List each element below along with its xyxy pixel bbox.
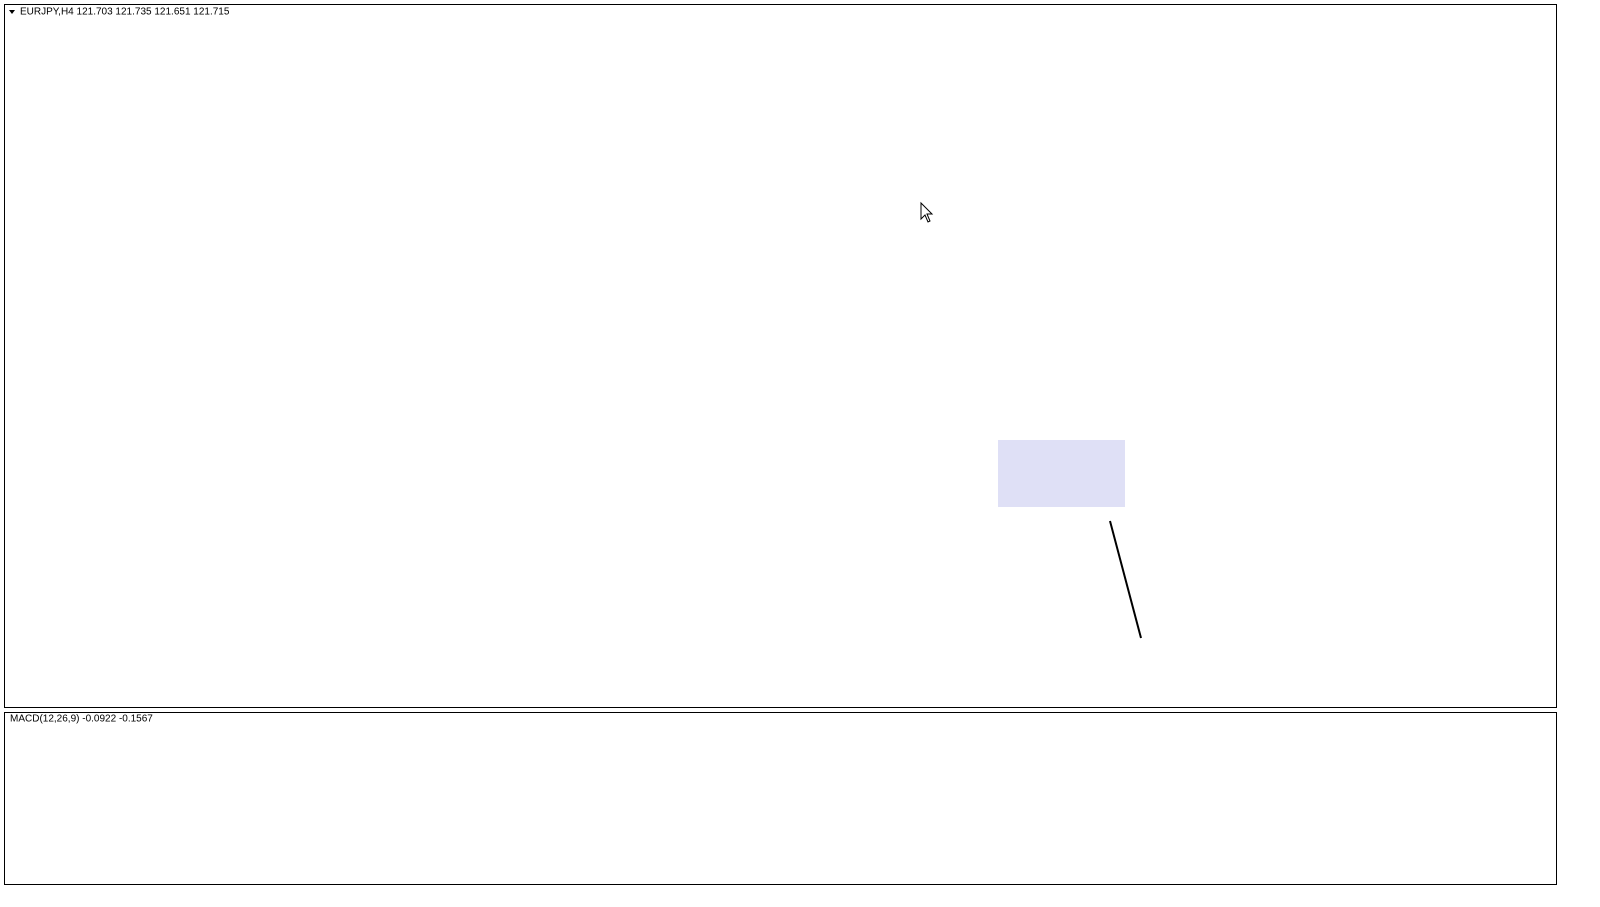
indicator-title: MACD(12,26,9) -0.0922 -0.1567 (10, 714, 153, 725)
highlight-rectangle (998, 440, 1125, 507)
macd-panel (4, 712, 1557, 885)
mouse-cursor (920, 201, 934, 223)
chart-title: EURJPY,H4 121.703 121.735 121.651 121.71… (20, 7, 230, 18)
symbol-menu-arrow[interactable] (9, 10, 15, 14)
price-panel (4, 4, 1557, 708)
trend-line (1109, 520, 1142, 639)
